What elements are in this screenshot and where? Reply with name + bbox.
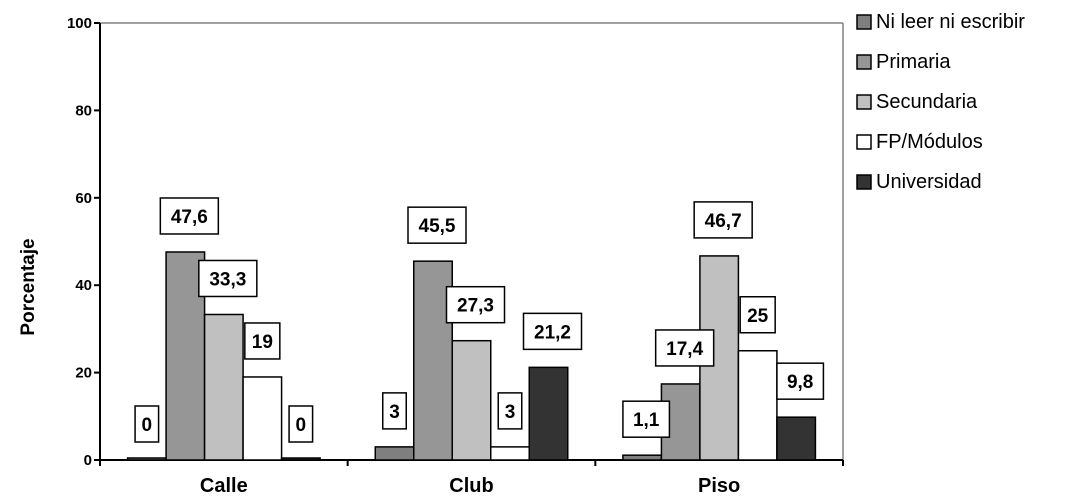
data-label-club-3: 3: [497, 392, 523, 430]
x-axis: Calle Club Piso: [99, 459, 844, 497]
data-label-text: 9,8: [787, 372, 813, 393]
data-label-box: [407, 206, 467, 244]
data-label-box: [134, 405, 160, 443]
bar-calle-0: [126, 457, 167, 461]
y-tick-label: 80: [75, 102, 92, 119]
data-label-box: [159, 197, 220, 235]
y-axis-title: Porcentaje: [18, 238, 39, 335]
data-label-piso-0: 1,1: [622, 400, 671, 438]
y-tick-label: 20: [75, 365, 92, 382]
legend-swatch: [856, 54, 872, 70]
data-label-box: [654, 329, 715, 367]
legend-label: Ni leer ni escribir: [876, 11, 1025, 33]
bar-club-2: [451, 339, 492, 461]
data-label-calle-0: 0: [134, 405, 160, 443]
legend-item-4: Universidad: [856, 171, 982, 193]
data-label-box: [739, 296, 776, 334]
data-label-calle-4: 0: [288, 405, 314, 443]
data-labels: 0 3 1,1 47,6 45,5 17,4 33,3 27,3 46,7 19 3 25 0 21,2 9…: [134, 197, 825, 443]
data-label-piso-3: 25: [739, 296, 776, 334]
data-label-box: [244, 322, 281, 360]
data-label-text: 1,1: [633, 410, 660, 431]
data-label-piso-4: 9,8: [776, 362, 825, 400]
y-axis: 0 20 40 60 80 100: [67, 15, 101, 469]
bar-piso-0: [622, 454, 663, 461]
data-label-box: [198, 259, 258, 298]
bar-calle-2: [203, 313, 244, 461]
y-tick-label: 0: [84, 452, 92, 469]
data-label-text: 33,3: [209, 269, 246, 290]
data-label-box: [522, 312, 583, 351]
data-label-piso-2: 46,7: [693, 201, 753, 239]
bar-club-4: [528, 366, 569, 461]
data-label-text: 0: [142, 415, 153, 436]
category-label-calle: Calle: [200, 475, 248, 497]
data-label-text: 46,7: [705, 211, 742, 232]
legend-swatch: [856, 14, 872, 30]
data-label-calle-1: 47,6: [159, 197, 220, 235]
data-label-club-0: 3: [382, 392, 407, 430]
legend: Ni leer ni escribir Primaria Secundaria FP/…: [856, 11, 1025, 193]
bar-calle-4: [280, 457, 321, 461]
category-label-piso: Piso: [698, 475, 740, 497]
bar-piso-4: [776, 416, 817, 461]
category-label-club: Club: [449, 475, 493, 497]
legend-label: Universidad: [876, 171, 982, 193]
data-label-box: [497, 392, 523, 430]
data-label-text: 3: [505, 402, 516, 423]
data-label-text: 0: [296, 415, 307, 436]
data-label-piso-1: 17,4: [654, 329, 715, 367]
data-label-text: 27,3: [457, 296, 494, 317]
legend-swatch: [856, 94, 872, 110]
y-tick-label: 100: [67, 15, 92, 32]
data-label-box: [445, 285, 506, 324]
data-label-text: 47,6: [171, 207, 208, 228]
legend-item-0: Ni leer ni escribir: [856, 11, 1025, 33]
legend-item-1: Primaria: [856, 51, 951, 73]
data-label-calle-2: 33,3: [198, 259, 258, 298]
bar-calle-3: [242, 376, 283, 461]
data-label-text: 3: [389, 402, 400, 423]
data-label-box: [622, 400, 671, 438]
legend-item-2: Secundaria: [856, 91, 978, 113]
data-label-text: 19: [252, 332, 273, 353]
data-label-club-1: 45,5: [407, 206, 467, 244]
data-label-text: 45,5: [419, 216, 456, 237]
data-label-box: [693, 201, 753, 239]
data-label-box: [288, 405, 314, 443]
y-tick-label: 40: [75, 277, 92, 294]
legend-label: Primaria: [876, 51, 951, 73]
data-label-club-4: 21,2: [522, 312, 583, 351]
data-label-club-2: 27,3: [445, 285, 506, 324]
legend-label: FP/Módulos: [876, 131, 983, 153]
data-label-text: 25: [747, 306, 769, 327]
bar-club-3: [490, 446, 530, 461]
bar-club-0: [374, 446, 415, 461]
legend-swatch: [856, 174, 872, 190]
legend-swatch: [856, 134, 872, 150]
data-label-calle-3: 19: [244, 322, 281, 360]
legend-label: Secundaria: [876, 91, 978, 113]
bar-piso-3: [737, 350, 778, 461]
data-label-box: [776, 362, 825, 400]
data-label-text: 17,4: [666, 339, 703, 360]
plot-area: [100, 22, 844, 460]
legend-item-3: FP/Módulos: [856, 131, 983, 153]
data-label-box: [382, 392, 407, 430]
data-label-text: 21,2: [534, 322, 571, 343]
bars: [126, 251, 817, 461]
y-tick-label: 60: [75, 190, 92, 207]
